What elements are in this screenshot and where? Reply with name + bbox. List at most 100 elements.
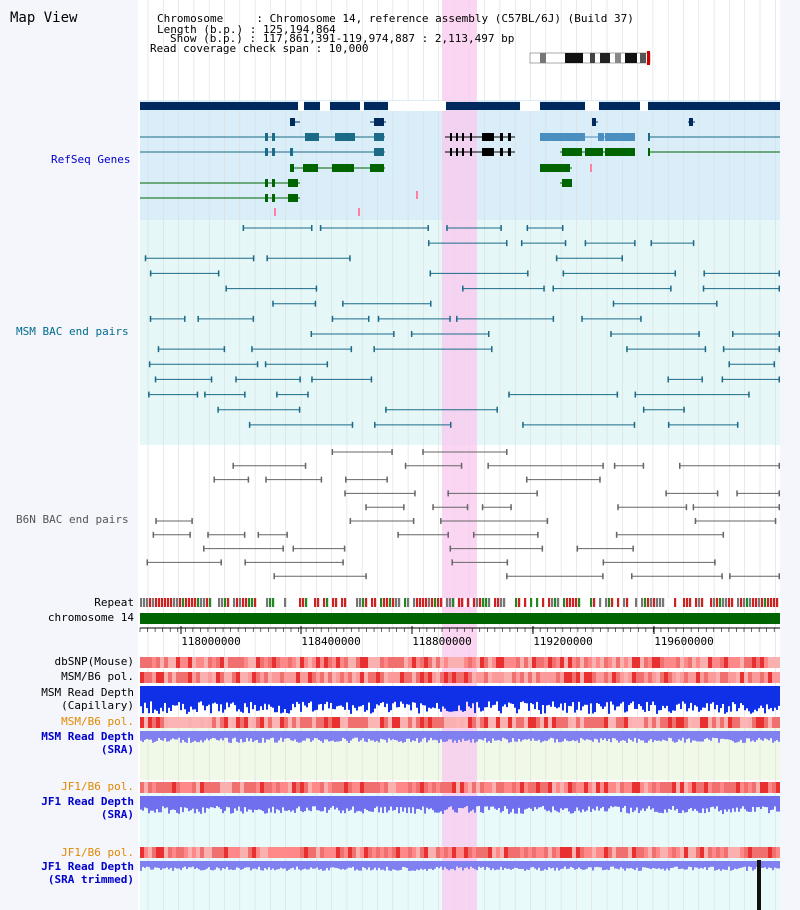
msm-sra-depth-bar: [280, 731, 282, 738]
msm-capillary-depth-bar: [654, 686, 656, 706]
jf1-pol-density: [332, 782, 336, 793]
msm-capillary-depth-bar: [260, 686, 262, 707]
dbsnp-density: [232, 657, 236, 668]
msm-pol-density: [240, 672, 244, 683]
msm-sra-depth-bar: [656, 731, 658, 741]
jf1-sra-depth-bar: [274, 796, 276, 814]
jf1-sra-depth-bar: [160, 796, 162, 813]
msm-sra-depth-bar: [588, 731, 590, 740]
jf1-trimmed-depth-bar: [152, 861, 154, 870]
repeat-block: [533, 598, 536, 607]
repeat-block: [596, 598, 599, 607]
track-label-repeat[interactable]: Repeat: [94, 596, 134, 609]
msm-sra-depth-bar: [446, 731, 448, 742]
bac-end: [665, 490, 667, 497]
msm-pol-density: [516, 672, 520, 683]
refseq-gene-models[interactable]: [140, 101, 780, 216]
msm-sra-depth-bar: [466, 731, 468, 741]
jf1-trimmed-depth-bar: [438, 861, 440, 869]
dbsnp-density: [140, 657, 144, 668]
jf1-pol-2-density: [676, 847, 680, 858]
msm-pol-density: [296, 672, 300, 683]
bac-end: [487, 462, 489, 469]
dbsnp-density: [368, 657, 372, 668]
jf1-trimmed-depth-bar: [498, 861, 500, 870]
jf1-trimmed-depth-bar: [494, 861, 496, 871]
track-label-b6n-bac[interactable]: B6N BAC end pairs: [16, 513, 129, 526]
repeat-block: [665, 598, 668, 607]
msm-sra-depth-bar: [564, 731, 566, 739]
dbsnp-density: [644, 657, 648, 668]
repeat-block: [536, 598, 539, 607]
track-label-jf1-depth-trimmed[interactable]: JF1 Read Depth: [41, 860, 134, 873]
jf1-sra-depth-bar: [764, 796, 766, 808]
jf1-pol-density: [456, 782, 460, 793]
bac-end: [152, 531, 155, 538]
jf1-pol-density: [548, 782, 552, 793]
jf1-trimmed-depth-bar: [516, 861, 518, 868]
repeat-block: [374, 598, 377, 607]
bac-end: [235, 376, 237, 383]
jf1-sra-depth-bar: [214, 796, 216, 809]
jf1-sra-depth-bar: [350, 796, 352, 810]
msm-pol-density: [652, 672, 656, 683]
msm-pol-2-density: [192, 717, 196, 728]
msm-pol-density: [656, 672, 660, 683]
track-label-jf1-b6-pol-2[interactable]: JF1/B6 pol.: [61, 846, 134, 859]
jf1-sra-depth-bar: [424, 796, 426, 814]
jf1-trimmed-depth-bar: [574, 861, 576, 870]
msm-pol-density: [568, 672, 572, 683]
jf1-trimmed-depth-bar: [570, 861, 572, 867]
msm-pol-density: [476, 672, 480, 683]
repeat-block: [575, 598, 578, 607]
jf1-trimmed-depth-bar: [520, 861, 522, 869]
repeat-block: [701, 598, 704, 607]
jf1-pol-density: [176, 782, 180, 793]
jf1-sra-depth-bar: [678, 796, 680, 813]
repeat-block: [413, 598, 416, 607]
repeat-block: [470, 598, 473, 607]
track-label-jf1-depth-sra[interactable]: JF1 Read Depth: [41, 795, 134, 808]
msm-capillary-depth-bar: [566, 686, 568, 713]
jf1-sra-depth-bar: [466, 796, 468, 806]
track-label-msm-b6-pol-2[interactable]: MSM/B6 pol.: [61, 715, 134, 728]
msm-sra-depth-bar: [772, 731, 774, 743]
jf1-trimmed-depth-bar: [188, 861, 190, 868]
msm-capillary-depth-bar: [746, 686, 748, 709]
jf1-trimmed-depth-bar: [344, 861, 346, 870]
jf1-trimmed-depth-bar: [210, 861, 212, 870]
jf1-pol-2-density: [608, 847, 612, 858]
track-label-msm-depth-capillary[interactable]: MSM Read Depth: [41, 686, 134, 699]
track-label-msm-bac[interactable]: MSM BAC end pairs: [16, 325, 129, 338]
msm-sra-depth-bar: [184, 731, 186, 743]
jf1-trimmed-depth-bar: [486, 861, 488, 867]
jf1-trimmed-depth-bar: [232, 861, 234, 871]
jf1-trimmed-depth-bar: [502, 861, 504, 870]
repeat-block: [335, 598, 338, 607]
msm-bac-pairs[interactable]: [144, 225, 780, 428]
track-label-msm-depth-sra[interactable]: MSM Read Depth: [41, 730, 134, 743]
jf1-trimmed-depth-bar: [470, 861, 472, 867]
jf1-trimmed-depth-bar: [384, 861, 386, 871]
msm-sra-depth-bar: [362, 731, 364, 739]
track-label-msm-b6-pol-1[interactable]: MSM/B6 pol.: [61, 670, 134, 683]
track-label-refseq[interactable]: RefSeq Genes: [51, 153, 131, 166]
msm-capillary-depth-bar: [266, 686, 268, 710]
msm-sra-depth-bar: [206, 731, 208, 739]
dbsnp-density: [704, 657, 708, 668]
track-label-dbsnp[interactable]: dbSNP(Mouse): [54, 655, 134, 668]
b6n-bac-pairs[interactable]: [146, 449, 780, 580]
msm-capillary-depth-bar: [702, 686, 704, 708]
msm-sra-depth-bar: [378, 731, 380, 743]
chromosome-ideogram[interactable]: [529, 51, 651, 65]
jf1-sra-depth-bar: [382, 796, 384, 814]
msm-sra-depth-bar: [276, 731, 278, 743]
dbsnp-density: [452, 657, 456, 668]
jf1-sra-depth-bar: [646, 796, 648, 809]
msm-pol-density: [728, 672, 732, 683]
msm-capillary-depth-bar: [350, 686, 352, 714]
track-label-jf1-b6-pol-1[interactable]: JF1/B6 pol.: [61, 780, 134, 793]
repeat-block: [239, 598, 242, 607]
bac-end: [774, 518, 777, 524]
